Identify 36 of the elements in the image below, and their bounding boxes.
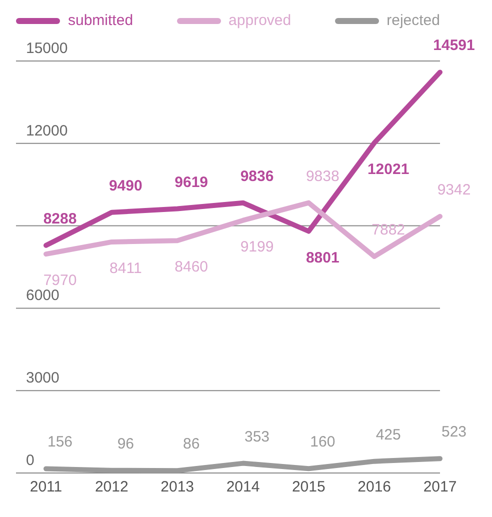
data-label: 12021 xyxy=(367,160,410,178)
x-tick-label: 2014 xyxy=(226,478,260,496)
x-tick-label: 2016 xyxy=(358,478,392,496)
data-label: 96 xyxy=(117,435,134,452)
y-tick-label: 0 xyxy=(26,452,34,469)
data-label: 9490 xyxy=(108,177,142,194)
x-tick-label: 2012 xyxy=(94,478,128,496)
x-tick-label: 2013 xyxy=(160,478,194,496)
data-label: 8801 xyxy=(306,249,340,266)
y-tick-label: 12000 xyxy=(26,122,68,140)
y-tick-label: 6000 xyxy=(26,287,60,304)
data-label: 9342 xyxy=(437,181,471,198)
data-label: 523 xyxy=(441,424,467,441)
data-label: 8411 xyxy=(110,260,142,277)
legend-label: rejected xyxy=(386,12,440,29)
y-tick-label: 3000 xyxy=(26,370,60,387)
data-label: 353 xyxy=(244,428,270,446)
data-label: 9199 xyxy=(240,238,274,256)
y-tick-label: 15000 xyxy=(26,40,68,57)
data-label: 8288 xyxy=(43,210,77,228)
data-label: 14591 xyxy=(433,37,475,54)
data-label: 8460 xyxy=(174,258,208,276)
legend-label: submitted xyxy=(67,12,134,29)
data-label: 7970 xyxy=(43,272,77,290)
data-label: 9619 xyxy=(174,174,208,191)
legend-label: approved xyxy=(228,12,292,29)
x-tick-label: 2011 xyxy=(30,478,62,496)
data-label: 9838 xyxy=(306,168,340,185)
data-label: 7882 xyxy=(372,222,406,239)
x-tick-label: 2015 xyxy=(292,478,326,496)
data-label: 156 xyxy=(47,434,73,451)
data-label: 86 xyxy=(182,436,200,453)
data-label: 9836 xyxy=(240,168,274,185)
x-tick-label: 2017 xyxy=(423,478,457,496)
data-label: 160 xyxy=(310,434,336,451)
data-label: 425 xyxy=(376,426,401,444)
